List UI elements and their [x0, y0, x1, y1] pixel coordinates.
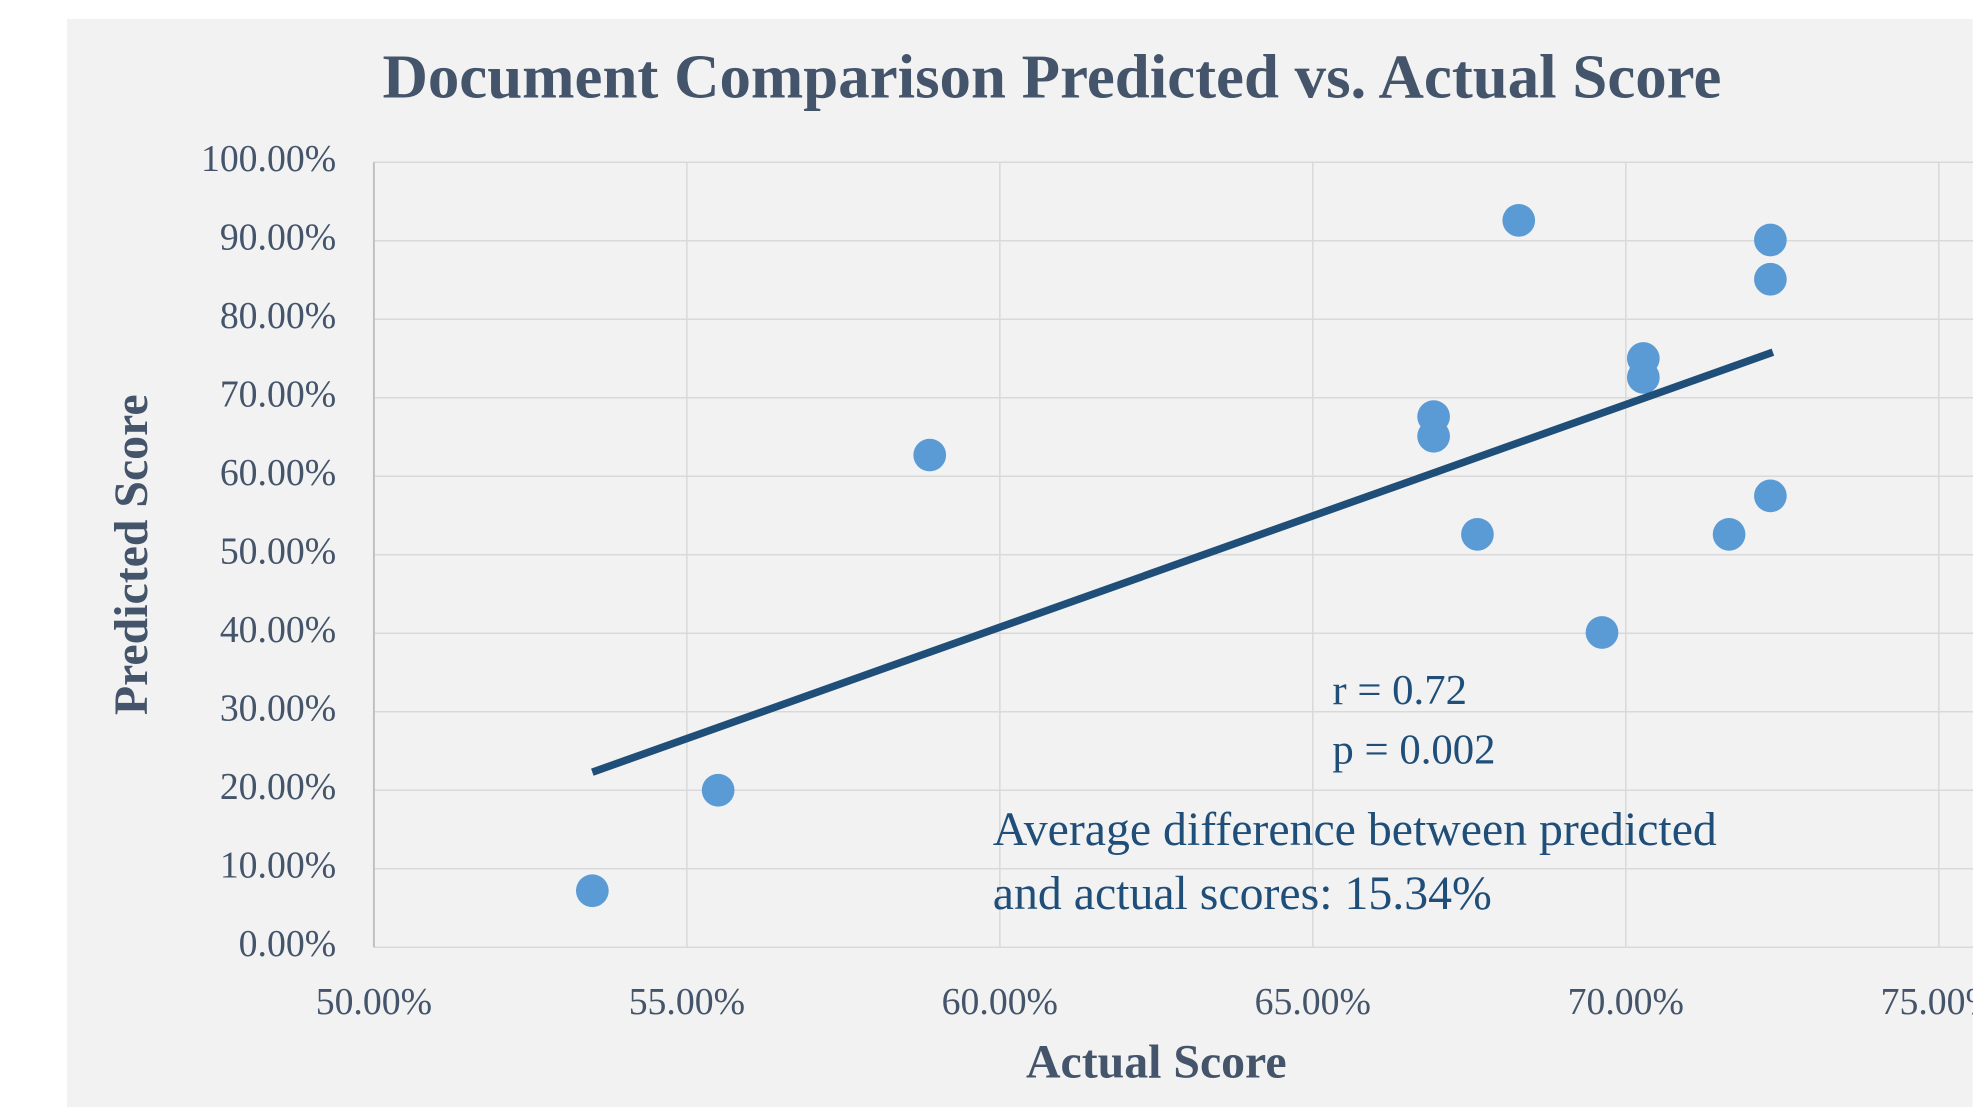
x-tick-label: 55.00%	[629, 981, 745, 1023]
point	[1502, 204, 1536, 237]
point	[1712, 517, 1746, 551]
point	[1585, 616, 1619, 649]
y-tick-label: 30.00%	[220, 687, 336, 729]
x-axis-title: Actual Score	[1026, 1036, 1287, 1089]
y-tick-label: 80.00%	[220, 295, 336, 337]
annotation: p = 0.002	[1332, 726, 1495, 773]
x-tick-label: 50.00%	[316, 981, 432, 1023]
y-tick-label: 60.00%	[220, 452, 336, 494]
y-tick-label: 0.00%	[239, 923, 336, 965]
y-tick-label: 50.00%	[220, 530, 336, 572]
point	[1754, 223, 1787, 257]
y-axis-title: Predicted Score	[105, 394, 158, 715]
point	[1461, 517, 1494, 551]
chart-title: Document Comparison Predicted vs. Actual…	[382, 41, 1721, 111]
chart-background	[66, 18, 1973, 1107]
point	[1626, 361, 1660, 394]
point	[575, 874, 609, 908]
x-tick-label: 75.00%	[1881, 981, 1973, 1023]
annotation: r = 0.72	[1332, 667, 1467, 714]
y-tick-label: 40.00%	[220, 609, 336, 651]
point	[1417, 419, 1450, 453]
y-tick-label: 10.00%	[220, 844, 336, 886]
y-tick-label: 100.00%	[201, 138, 336, 180]
annotation: and actual scores: 15.34%	[993, 867, 1492, 920]
y-tick-label: 70.00%	[220, 373, 336, 415]
y-tick-label: 20.00%	[220, 766, 336, 808]
x-tick-label: 70.00%	[1568, 981, 1684, 1023]
point	[913, 438, 947, 472]
annotation: Average difference between predicted	[993, 803, 1717, 856]
trendline	[591, 348, 1775, 776]
x-tick-label: 65.00%	[1255, 981, 1371, 1023]
y-tick-label: 90.00%	[220, 216, 336, 258]
point	[1754, 262, 1787, 296]
x-tick-label: 60.00%	[942, 981, 1058, 1023]
point	[1754, 479, 1787, 513]
point	[701, 773, 735, 807]
